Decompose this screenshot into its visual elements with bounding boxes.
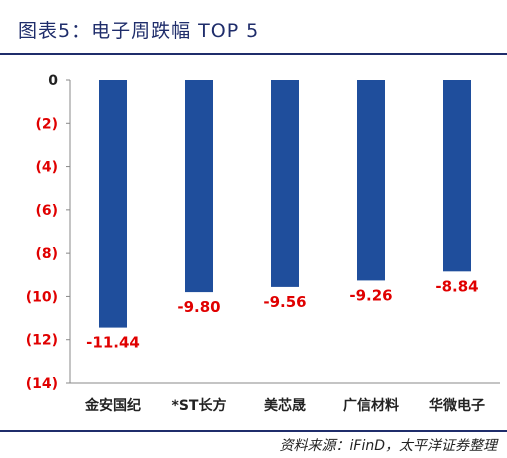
data-label: -11.44 <box>86 334 140 352</box>
y-tick-label: (10) <box>26 289 58 305</box>
x-tick-label: 金安国纪 <box>84 397 141 414</box>
bar <box>443 80 471 272</box>
data-labels: -11.44 -9.80 -9.56 -9.26 -8.84 <box>86 277 478 351</box>
y-tick-label: (12) <box>26 333 58 349</box>
bar <box>99 80 127 328</box>
source-note: 资料来源：iFinD，太平洋证券整理 <box>279 438 498 454</box>
figure-title: 图表5：电子周跌幅 TOP 5 <box>18 20 260 42</box>
x-tick-label: *ST长方 <box>172 397 227 414</box>
data-label: -9.56 <box>263 293 306 311</box>
chart-frame <box>69 80 500 384</box>
bar <box>357 80 385 281</box>
x-axis-labels: 金安国纪 *ST长方 美芯晟 广信材料 华微电子 <box>84 397 485 414</box>
bar <box>271 80 299 287</box>
x-tick-label: 广信材料 <box>343 397 399 414</box>
bottom-rule <box>0 430 507 432</box>
y-tick-label: (8) <box>35 246 58 262</box>
data-label: -9.80 <box>177 298 220 316</box>
data-label: -9.26 <box>349 286 392 304</box>
top-rule <box>0 53 507 55</box>
bar-chart: 0 (2) (4) (6) (8) (10) (12) (14) -11.44 -9.80 -9.… <box>26 73 500 414</box>
data-label: -8.84 <box>435 277 478 295</box>
y-tick-label: (2) <box>35 116 58 132</box>
bar <box>185 80 213 293</box>
y-tick-label: (14) <box>26 376 58 392</box>
bars <box>99 80 471 328</box>
x-tick-label: 美芯晟 <box>264 397 306 414</box>
y-tick-label: (4) <box>35 160 58 176</box>
y-tick-label: 0 <box>48 73 58 89</box>
x-tick-label: 华微电子 <box>429 397 485 414</box>
y-tick-label: (6) <box>35 203 58 219</box>
y-axis-ticks: 0 (2) (4) (6) (8) (10) (12) (14) <box>26 73 70 392</box>
